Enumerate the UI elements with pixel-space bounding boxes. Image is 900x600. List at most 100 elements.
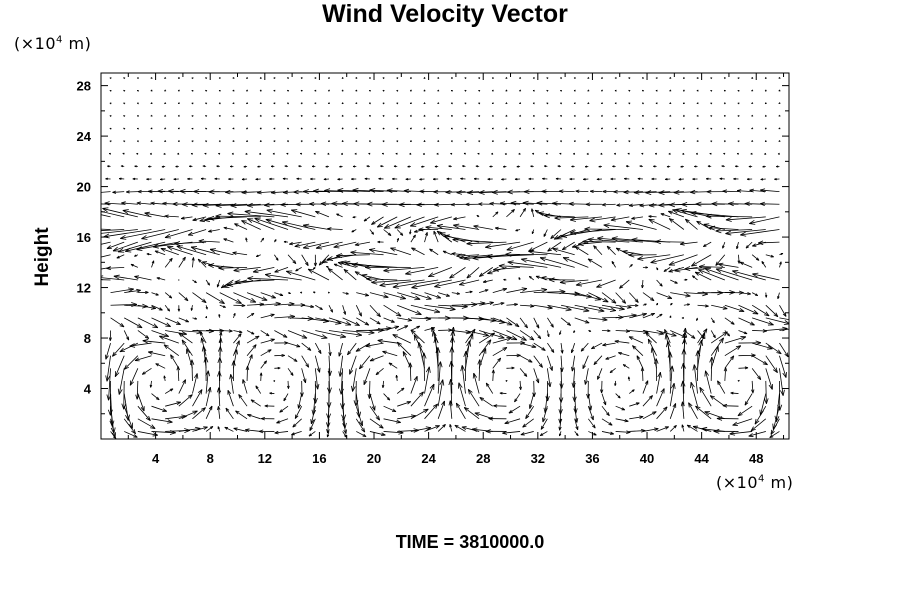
wind-vector (434, 165, 439, 168)
wind-vector (151, 418, 173, 424)
wind-vector (369, 248, 398, 256)
wind-vector (587, 237, 630, 243)
wind-vector (205, 127, 208, 130)
wind-vector (656, 292, 673, 299)
wind-vector (409, 127, 412, 130)
wind-vector (217, 426, 221, 432)
wind-vector (519, 355, 533, 363)
wind-vector (725, 229, 766, 236)
wind-vector (396, 127, 399, 130)
wind-vector (437, 89, 440, 92)
wind-vector (260, 237, 265, 243)
wind-vector (765, 304, 779, 318)
wind-vector (336, 253, 370, 258)
y-tick-label: 8 (84, 331, 91, 346)
wind-vector (154, 250, 166, 256)
wind-vector (723, 102, 726, 105)
wind-vector (242, 379, 248, 394)
wind-vector (503, 278, 507, 281)
wind-vector (371, 216, 384, 225)
wind-vector (120, 229, 166, 240)
wind-vector (696, 77, 699, 79)
wind-vector (287, 77, 290, 80)
wind-vector (628, 140, 631, 143)
wind-vector (555, 177, 562, 181)
wind-vector (569, 216, 603, 222)
wind-vector (615, 418, 629, 423)
wind-vector (619, 279, 630, 289)
wind-vector (136, 102, 139, 105)
wind-vector (255, 178, 261, 181)
wind-vector (338, 342, 344, 357)
wind-vector (368, 115, 371, 118)
wind-vector (722, 241, 726, 249)
wind-vector (396, 387, 405, 394)
wind-vector (150, 140, 153, 142)
wind-vector (494, 226, 507, 230)
wind-vector (478, 115, 481, 118)
wind-vector (737, 140, 740, 143)
wind-vector (521, 257, 562, 268)
wind-vector (669, 114, 672, 117)
wind-vector (573, 114, 576, 117)
wind-vector (478, 348, 487, 369)
wind-vector (587, 258, 603, 268)
wind-vector (164, 114, 167, 117)
wind-vector (717, 380, 726, 394)
wind-vector (465, 328, 476, 344)
wind-vector (161, 165, 166, 168)
wind-vector (396, 341, 412, 356)
wind-vector (573, 102, 576, 105)
wind-vector (520, 431, 534, 436)
wind-vector (433, 230, 439, 243)
wind-vector (680, 208, 725, 218)
wind-vector (386, 188, 411, 194)
wind-vector (736, 152, 739, 155)
wind-vector (724, 317, 735, 325)
wind-vector (505, 102, 508, 105)
wind-vector (730, 391, 739, 395)
wind-vector (686, 424, 698, 432)
wind-vector (492, 211, 499, 218)
wind-vector (546, 102, 549, 105)
wind-vector (218, 127, 221, 130)
wind-vector (623, 190, 643, 195)
wind-vector (343, 268, 357, 281)
wind-vector (260, 360, 267, 369)
wind-vector (137, 317, 159, 329)
wind-vector (746, 177, 753, 181)
wind-vector (669, 76, 672, 79)
wind-vector (246, 312, 255, 319)
wind-vector (355, 140, 358, 143)
wind-vector (590, 189, 602, 193)
y-axis-unit: (×104 m) (14, 34, 91, 53)
wind-vector (669, 140, 672, 142)
wind-vector (101, 229, 138, 234)
wind-vector (724, 355, 735, 369)
wind-vector (279, 405, 289, 413)
wind-vector (692, 275, 698, 281)
wind-vector (150, 89, 153, 92)
wind-vector (614, 339, 630, 344)
wind-vector (695, 152, 698, 155)
wind-vector (451, 252, 466, 256)
wind-vector (679, 241, 698, 246)
wind-vector (696, 102, 699, 105)
wind-vector (205, 279, 210, 286)
wind-vector (536, 200, 562, 206)
wind-vector (504, 418, 521, 425)
wind-vector (582, 239, 616, 244)
wind-vector (383, 216, 412, 229)
wind-vector (431, 330, 439, 356)
wind-vector (713, 428, 739, 434)
wind-vector (723, 367, 728, 381)
wind-vector (429, 248, 439, 256)
wind-vector (377, 338, 398, 344)
wind-vector (164, 89, 167, 92)
wind-vector (177, 127, 180, 130)
x-axis-unit: (×104 m) (716, 473, 793, 492)
wind-vector (123, 330, 130, 341)
wind-vector (450, 102, 453, 105)
wind-vector (744, 393, 753, 406)
wind-vector (763, 380, 769, 404)
